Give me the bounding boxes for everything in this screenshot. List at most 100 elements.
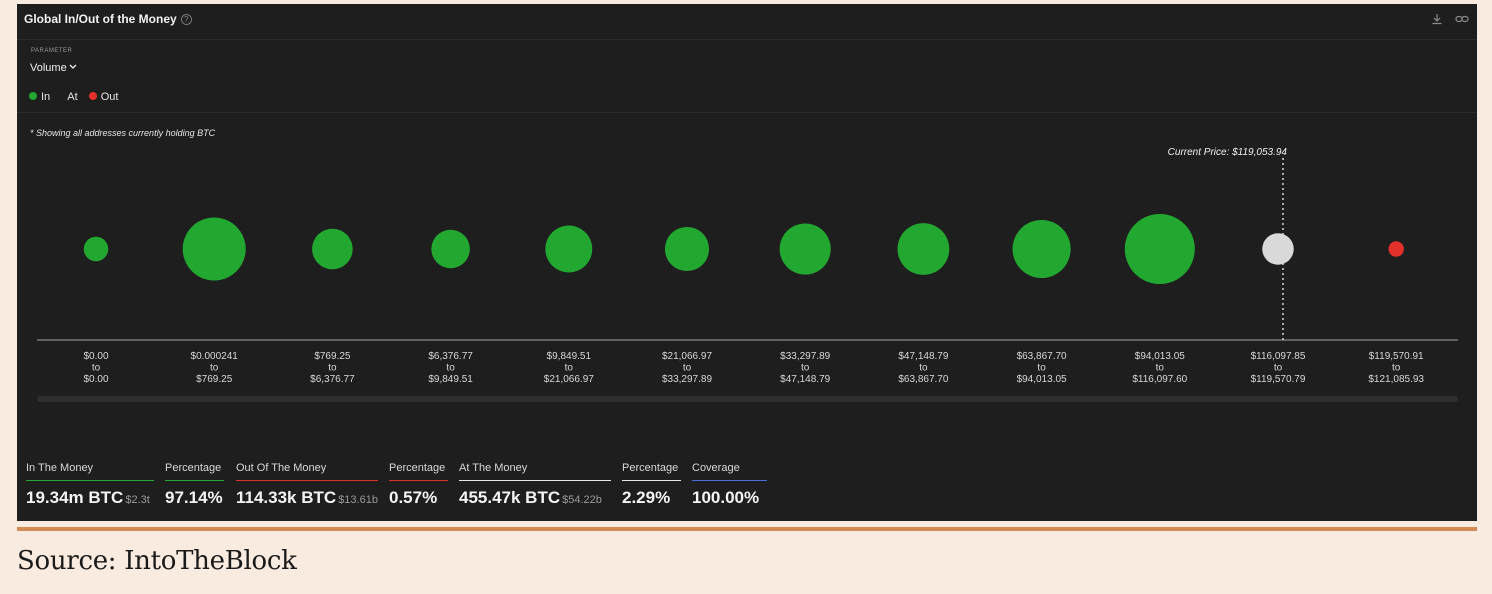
stat-sub-value: $2.3t: [125, 494, 150, 506]
source-caption: Source: IntoTheBlock: [17, 546, 297, 576]
stat-5: Percentage 2.29%: [622, 462, 681, 508]
bubble-9[interactable]: [1124, 214, 1195, 284]
link-icon[interactable]: [1455, 13, 1469, 25]
stat-value: 455.47k BTC $54.22b: [459, 488, 611, 508]
bubble-6[interactable]: [779, 223, 831, 275]
bubble-7[interactable]: [897, 223, 950, 275]
range-label-4-0: $9,849.51: [547, 351, 592, 362]
range-label-7-1: to: [919, 363, 928, 374]
range-label-2-2: $6,376.77: [310, 374, 355, 385]
stat-label: In The Money: [26, 462, 154, 481]
bubble-chart: Current Price: $119,053.94$0.00to$0.00$0…: [37, 147, 1458, 402]
range-label-10-1: to: [1274, 363, 1283, 374]
download-icon[interactable]: [1431, 13, 1443, 25]
range-label-6-2: $47,148.79: [780, 374, 830, 385]
stat-sub-value: $54.22b: [562, 494, 602, 506]
parameter-dropdown[interactable]: Volume: [30, 62, 77, 74]
legend-label-at: At: [67, 91, 78, 103]
bubble-11[interactable]: [1388, 241, 1404, 257]
stat-value: 97.14%: [165, 488, 224, 508]
parameter-label: PARAMETER: [31, 48, 73, 54]
stat-3: Percentage 0.57%: [389, 462, 448, 508]
range-label-5-2: $33,297.89: [662, 374, 712, 385]
range-label-11-2: $121,085.93: [1368, 374, 1424, 385]
range-label-11-1: to: [1392, 363, 1401, 374]
range-label-6-1: to: [801, 363, 810, 374]
widget-header: Global In/Out of the Money?: [17, 4, 1477, 40]
stat-label: Percentage: [389, 462, 448, 481]
help-icon[interactable]: ?: [180, 14, 192, 25]
stat-value-text: 114.33k BTC: [236, 488, 337, 507]
divider: [17, 112, 1477, 113]
range-label-9-0: $94,013.05: [1135, 351, 1185, 362]
accent-divider: [17, 527, 1477, 531]
stat-4: At The Money 455.47k BTC $54.22b: [459, 462, 611, 508]
range-label-6-0: $33,297.89: [780, 351, 830, 362]
range-label-0-0: $0.00: [83, 351, 108, 362]
stat-value-text: 97.14%: [165, 488, 223, 507]
widget-title-text: Global In/Out of the Money: [24, 12, 177, 26]
stat-6: Coverage 100.00%: [692, 462, 767, 508]
stat-value-text: 2.29%: [622, 488, 671, 507]
stat-value: 114.33k BTC $13.61b: [236, 488, 378, 508]
legend-label-out: Out: [100, 91, 119, 103]
range-label-8-0: $63,867.70: [1017, 351, 1067, 362]
legend-label-in: In: [41, 91, 51, 103]
range-label-3-1: to: [446, 363, 455, 374]
stat-0: In The Money 19.34m BTC $2.3t: [26, 462, 154, 508]
range-label-4-2: $21,066.97: [544, 374, 594, 385]
stat-value-text: 19.34m BTC: [26, 488, 124, 507]
bubble-3[interactable]: [431, 229, 470, 269]
legend-dot-in: [29, 92, 37, 100]
range-label-9-2: $116,097.60: [1132, 374, 1187, 385]
range-label-5-0: $21,066.97: [662, 351, 712, 362]
range-label-2-1: to: [328, 363, 337, 374]
stat-value: 0.57%: [389, 488, 448, 508]
parameter-value: Volume: [30, 62, 67, 74]
bubble-2[interactable]: [312, 228, 353, 270]
stat-value: 100.00%: [692, 488, 767, 508]
range-label-0-2: $0.00: [83, 374, 108, 385]
range-label-0-1: to: [92, 363, 101, 374]
range-label-8-1: to: [1037, 363, 1046, 374]
legend-item-out[interactable]: Out: [88, 91, 119, 103]
stat-value: 19.34m BTC $2.3t: [26, 488, 154, 508]
range-label-1-0: $0.000241: [191, 351, 239, 362]
range-label-7-0: $47,148.79: [898, 351, 948, 362]
stat-value-text: 0.57%: [389, 488, 438, 507]
range-label-7-2: $63,867.70: [898, 374, 948, 385]
stat-value: 2.29%: [622, 488, 681, 508]
range-label-10-0: $116,097.85: [1251, 351, 1306, 362]
stat-label: Coverage: [692, 462, 767, 481]
stat-value-text: 455.47k BTC: [459, 488, 561, 507]
header-actions: [1423, 12, 1469, 30]
stat-label: Percentage: [165, 462, 224, 481]
chevron-down-icon: [69, 64, 77, 69]
chart-scrollbar[interactable]: [37, 396, 1458, 402]
bubble-4[interactable]: [545, 225, 593, 273]
range-label-5-1: to: [683, 363, 692, 374]
current-price-label: Current Price: $119,053.94: [1168, 147, 1288, 158]
legend: In At Out: [29, 91, 132, 103]
bubble-8[interactable]: [1012, 219, 1071, 279]
stat-1: Percentage 97.14%: [165, 462, 224, 508]
chart-note: * Showing all addresses currently holdin…: [30, 128, 216, 138]
bubble-1[interactable]: [182, 217, 246, 281]
legend-item-in[interactable]: In: [29, 91, 50, 103]
range-label-4-1: to: [565, 363, 574, 374]
bubble-0[interactable]: [83, 236, 109, 262]
stat-label: Percentage: [622, 462, 681, 481]
widget-title: Global In/Out of the Money?: [24, 12, 192, 26]
range-label-8-2: $94,013.05: [1017, 374, 1067, 385]
legend-dot-out: [88, 92, 97, 100]
bubble-5[interactable]: [664, 226, 710, 272]
range-label-1-1: to: [210, 363, 219, 374]
stat-sub-value: $13.61b: [338, 494, 378, 506]
stat-label: Out Of The Money: [236, 462, 378, 481]
bubble-10[interactable]: [1262, 233, 1294, 265]
range-label-1-2: $769.25: [196, 374, 233, 385]
legend-item-at[interactable]: At: [67, 91, 77, 103]
range-label-10-2: $119,570.79: [1251, 374, 1306, 385]
stat-label: At The Money: [459, 462, 611, 481]
range-label-9-1: to: [1156, 363, 1165, 374]
